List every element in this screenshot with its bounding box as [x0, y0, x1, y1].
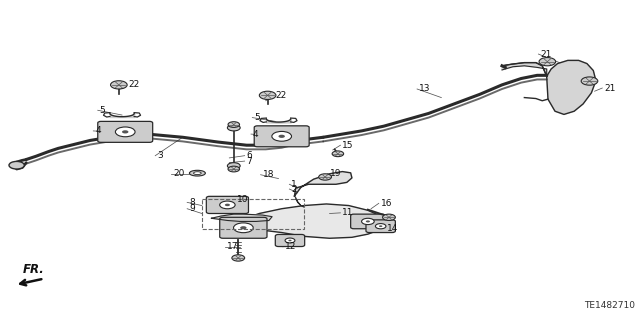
Text: 22: 22	[129, 80, 140, 89]
Circle shape	[220, 201, 235, 209]
FancyBboxPatch shape	[254, 126, 309, 147]
Text: 3: 3	[157, 151, 163, 160]
Text: 17: 17	[227, 242, 239, 251]
Circle shape	[240, 226, 246, 229]
Text: 4: 4	[95, 126, 101, 135]
Circle shape	[272, 131, 291, 141]
Circle shape	[122, 130, 129, 133]
Bar	[202, 199, 304, 229]
Text: 11: 11	[342, 208, 354, 217]
Circle shape	[228, 166, 239, 172]
Circle shape	[115, 127, 135, 137]
Circle shape	[228, 122, 239, 127]
Text: FR.: FR.	[23, 263, 45, 276]
Circle shape	[383, 214, 396, 220]
Text: 6: 6	[246, 151, 252, 160]
Text: 4: 4	[253, 130, 259, 138]
FancyBboxPatch shape	[220, 217, 267, 238]
Text: 5: 5	[254, 113, 260, 122]
Text: 21: 21	[604, 84, 616, 93]
Polygon shape	[211, 214, 272, 221]
Polygon shape	[502, 63, 547, 76]
Circle shape	[232, 255, 244, 261]
Circle shape	[234, 223, 253, 233]
Circle shape	[225, 204, 230, 206]
Polygon shape	[294, 172, 352, 196]
Circle shape	[227, 163, 240, 169]
Text: 20: 20	[173, 169, 184, 178]
Circle shape	[366, 220, 370, 222]
Circle shape	[362, 218, 374, 225]
Circle shape	[227, 124, 240, 131]
Ellipse shape	[193, 172, 201, 174]
Text: TE1482710: TE1482710	[584, 301, 635, 310]
Circle shape	[379, 225, 382, 227]
FancyBboxPatch shape	[206, 196, 248, 213]
Text: 15: 15	[342, 141, 354, 150]
Circle shape	[581, 77, 598, 85]
Circle shape	[332, 151, 344, 157]
FancyBboxPatch shape	[98, 122, 153, 142]
Circle shape	[376, 224, 386, 229]
Circle shape	[259, 91, 276, 100]
Circle shape	[278, 135, 285, 138]
FancyBboxPatch shape	[366, 220, 396, 233]
Text: 21: 21	[540, 49, 552, 59]
Circle shape	[289, 240, 292, 241]
FancyBboxPatch shape	[351, 214, 385, 229]
Text: 22: 22	[275, 91, 287, 100]
Text: 1: 1	[291, 180, 297, 189]
Text: 7: 7	[246, 157, 252, 166]
Circle shape	[111, 81, 127, 89]
Text: 9: 9	[189, 204, 195, 213]
Ellipse shape	[189, 170, 205, 176]
Text: 14: 14	[387, 224, 399, 233]
Text: 16: 16	[381, 199, 392, 208]
Circle shape	[539, 57, 556, 66]
Circle shape	[285, 238, 295, 243]
Text: 19: 19	[330, 169, 341, 178]
Text: 10: 10	[237, 195, 248, 204]
Text: 13: 13	[419, 85, 431, 93]
Text: 12: 12	[285, 242, 296, 251]
Text: 2: 2	[291, 184, 297, 194]
Text: 18: 18	[262, 170, 274, 179]
FancyBboxPatch shape	[275, 234, 305, 247]
Text: 8: 8	[189, 198, 195, 207]
Polygon shape	[221, 204, 384, 238]
Circle shape	[319, 174, 332, 180]
Polygon shape	[547, 60, 596, 115]
Text: 5: 5	[100, 106, 106, 115]
Circle shape	[9, 161, 24, 169]
